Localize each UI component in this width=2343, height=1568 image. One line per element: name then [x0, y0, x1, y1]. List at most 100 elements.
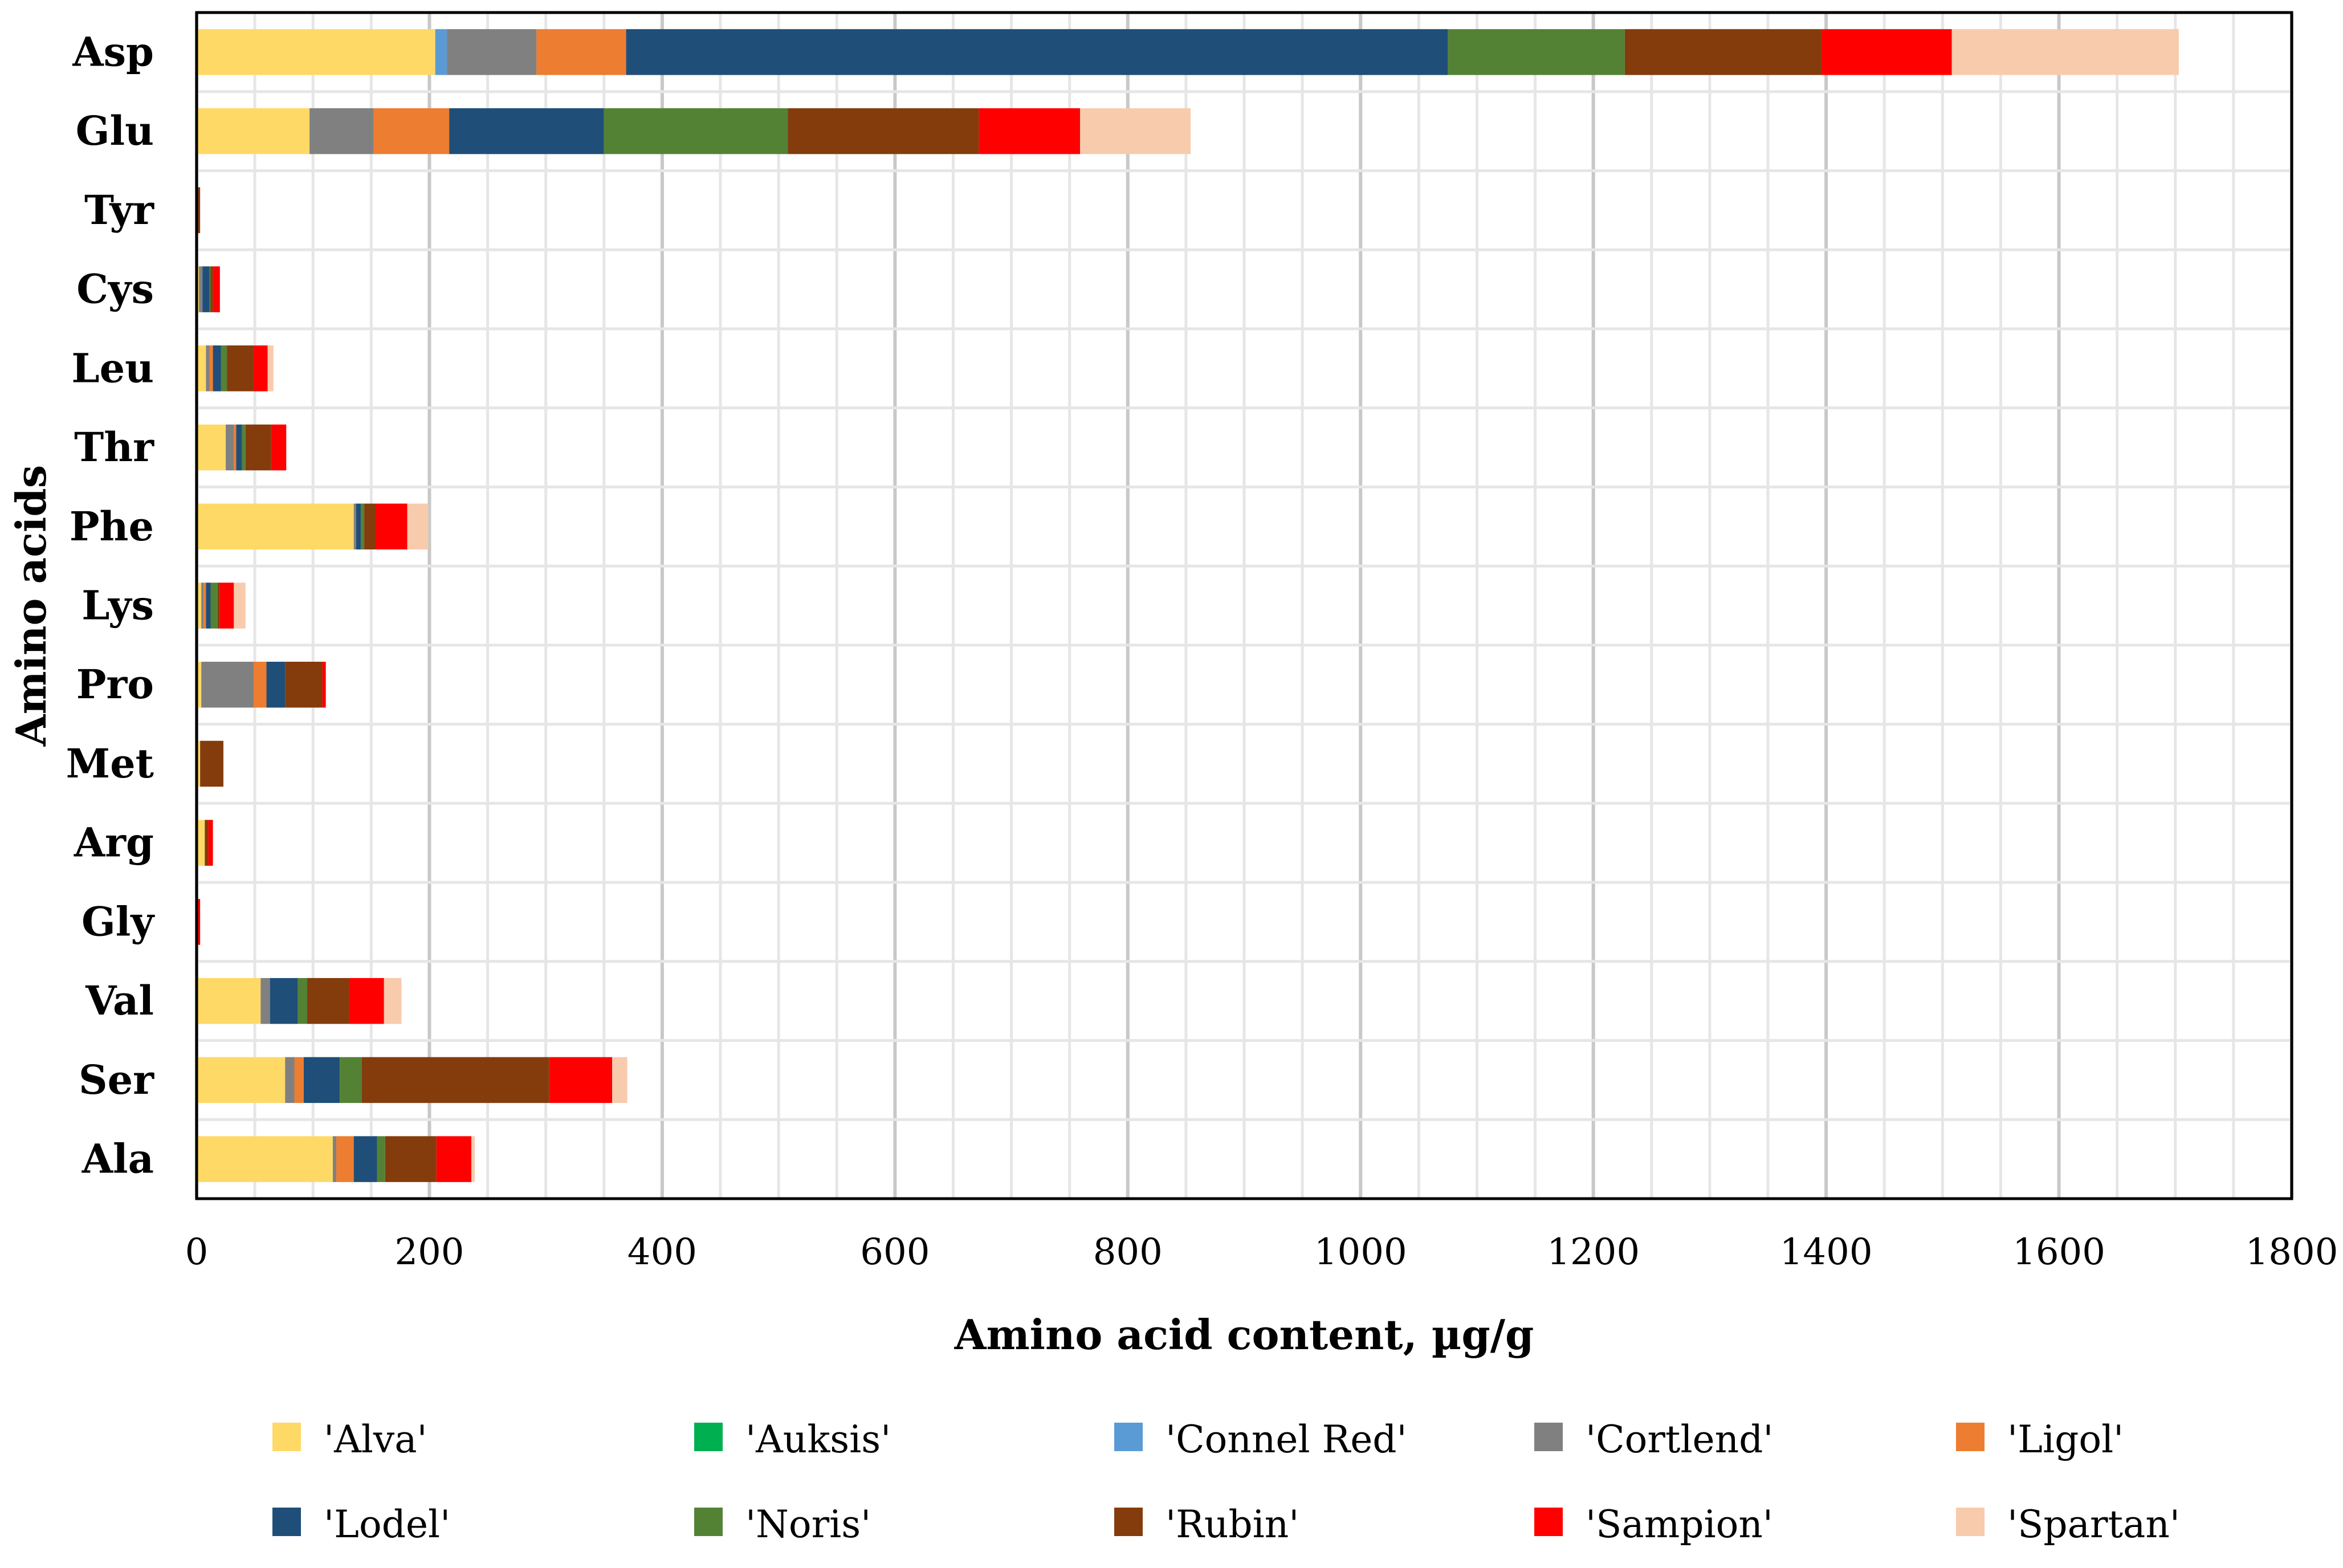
bar-segment-cys-cortlend — [199, 266, 203, 312]
bar-segment-met-alva — [197, 740, 201, 787]
legend-swatch — [1956, 1508, 1985, 1536]
bar-segment-ala-lodel — [353, 1136, 377, 1182]
bar-segment-lys-lodel — [206, 583, 211, 629]
bar-segment-phe-lodel — [356, 503, 361, 549]
bar-segment-pro-alva — [197, 662, 202, 708]
bar-segment-val-lodel — [270, 978, 298, 1024]
bar-segment-leu-rubin — [227, 345, 254, 392]
bar-segment-leu-lodel — [213, 345, 221, 392]
bar-segment-thr-ligol — [234, 424, 237, 471]
bar-segment-glu-lodel — [449, 108, 604, 154]
bar-segment-lys-noris — [210, 583, 218, 629]
bar-segment-glu-cortlend — [309, 108, 374, 154]
legend-label: 'Ligol' — [2007, 1418, 2124, 1461]
legend-label: 'Alva' — [324, 1418, 427, 1461]
bar-segment-ser-rubin — [361, 1057, 549, 1103]
legend-label: 'Lodel' — [324, 1502, 450, 1546]
category-label: Tyr — [84, 186, 154, 234]
category-label: Phe — [70, 503, 154, 550]
bar-segment-ala-cortlend — [332, 1136, 337, 1182]
bar-segment-pro-cortlend — [201, 662, 254, 708]
bar-segment-glu-rubin — [788, 108, 979, 154]
bar-segment-ala-sampion — [436, 1136, 471, 1182]
category-label: Val — [85, 977, 154, 1024]
legend-label: 'Spartan' — [2007, 1502, 2180, 1546]
bar-segment-asp-spartan — [1951, 29, 2179, 75]
bar-segment-ser-noris — [340, 1057, 362, 1103]
bar-segment-ser-alva — [197, 1057, 286, 1103]
bar-segment-val-cortlend — [260, 978, 270, 1024]
bar-segment-val-sampion — [349, 978, 384, 1024]
bars — [197, 29, 2179, 1182]
bar-segment-val-alva — [197, 978, 261, 1024]
x-tick-label: 1400 — [1780, 1231, 1873, 1273]
legend-swatch — [1534, 1508, 1563, 1536]
bar-segment-leu-alva — [197, 345, 206, 392]
legend-swatch — [694, 1423, 723, 1451]
category-label: Glu — [76, 107, 154, 154]
bar-segment-met-rubin — [200, 740, 223, 787]
bar-segment-val-noris — [298, 978, 308, 1024]
category-label: Lys — [82, 582, 154, 629]
bar-segment-lys-alva — [197, 583, 202, 629]
x-tick-label: 1200 — [1547, 1231, 1640, 1273]
legend: 'Alva' 'Auksis' 'Connel Red' 'Cortlend' 'Lig… — [272, 1418, 2180, 1546]
legend-label: 'Noris' — [745, 1502, 871, 1546]
category-label: Cys — [76, 266, 154, 313]
legend-swatch — [1114, 1508, 1143, 1536]
bar-segment-tyr-rubin — [197, 187, 201, 234]
bar-segment-thr-noris — [242, 424, 246, 471]
legend-label: 'Connel Red' — [1166, 1418, 1407, 1461]
plot-frame — [195, 11, 2293, 1200]
bar-segment-lys-ligol — [203, 583, 206, 629]
category-labels: Asp Glu Tyr Cys Leu Thr Phe Lys Pro Met Arg Gly Val S… — [66, 28, 156, 1182]
bar-segment-asp-noris — [1448, 29, 1625, 75]
bar-segment-thr-cortlend — [226, 424, 234, 471]
bar-segment-glu-spartan — [1080, 108, 1191, 154]
legend-label: 'Auksis' — [745, 1418, 891, 1461]
bar-segment-lys-sampion — [219, 583, 234, 629]
legend-label: 'Rubin' — [1166, 1502, 1299, 1546]
bar-segment-cys-rubin — [210, 266, 213, 312]
category-label: Pro — [76, 661, 154, 708]
bar-segment-phe-cortlend — [353, 503, 356, 549]
x-tick-labels: 0 200 400 600 800 1000 1200 1400 1600 1800 — [185, 1231, 2338, 1273]
x-tick-label: 200 — [394, 1231, 464, 1273]
category-label: Gly — [82, 898, 155, 945]
bar-segment-pro-rubin — [285, 662, 323, 708]
bar-segment-lys-spartan — [234, 583, 246, 629]
legend-swatch — [272, 1423, 301, 1451]
bar-segment-phe-alva — [197, 503, 354, 549]
x-tick-label: 0 — [185, 1231, 209, 1273]
bar-segment-cys-noris — [209, 266, 211, 312]
bar-segment-arg-sampion — [208, 820, 213, 866]
y-axis-title: Amino acids — [7, 465, 55, 747]
bar-segment-ser-lodel — [303, 1057, 340, 1103]
bar-segment-thr-lodel — [236, 424, 242, 471]
category-label: Met — [66, 740, 154, 787]
category-label: Ala — [82, 1135, 154, 1183]
bar-segment-val-spartan — [384, 978, 402, 1024]
category-label: Arg — [74, 819, 154, 866]
legend-swatch — [272, 1508, 301, 1536]
category-label: Ser — [79, 1056, 154, 1103]
bar-segment-ala-alva — [197, 1136, 333, 1182]
bar-segment-cys-sampion — [213, 266, 220, 312]
x-tick-label: 1800 — [2246, 1231, 2338, 1273]
bar-segment-asp-cortlend — [447, 29, 537, 75]
x-tick-label: 600 — [860, 1231, 930, 1273]
bar-segment-asp-rubin — [1624, 29, 1822, 75]
bar-segment-asp-ligol — [536, 29, 626, 75]
category-label: Asp — [72, 28, 154, 75]
legend-swatch — [1956, 1423, 1985, 1451]
bar-segment-leu-ligol — [209, 345, 213, 392]
x-axis-title: Amino acid content, µg/g — [954, 1310, 1534, 1359]
bar-segment-asp-sampion — [1821, 29, 1952, 75]
bar-segment-phe-spartan — [407, 503, 429, 549]
bar-segment-ser-sampion — [549, 1057, 613, 1103]
bar-segment-gly-sampion — [198, 899, 201, 945]
bar-segment-cys-lodel — [202, 266, 210, 312]
bar-segment-asp-connelred — [435, 29, 447, 75]
gridlines — [195, 13, 2293, 1199]
